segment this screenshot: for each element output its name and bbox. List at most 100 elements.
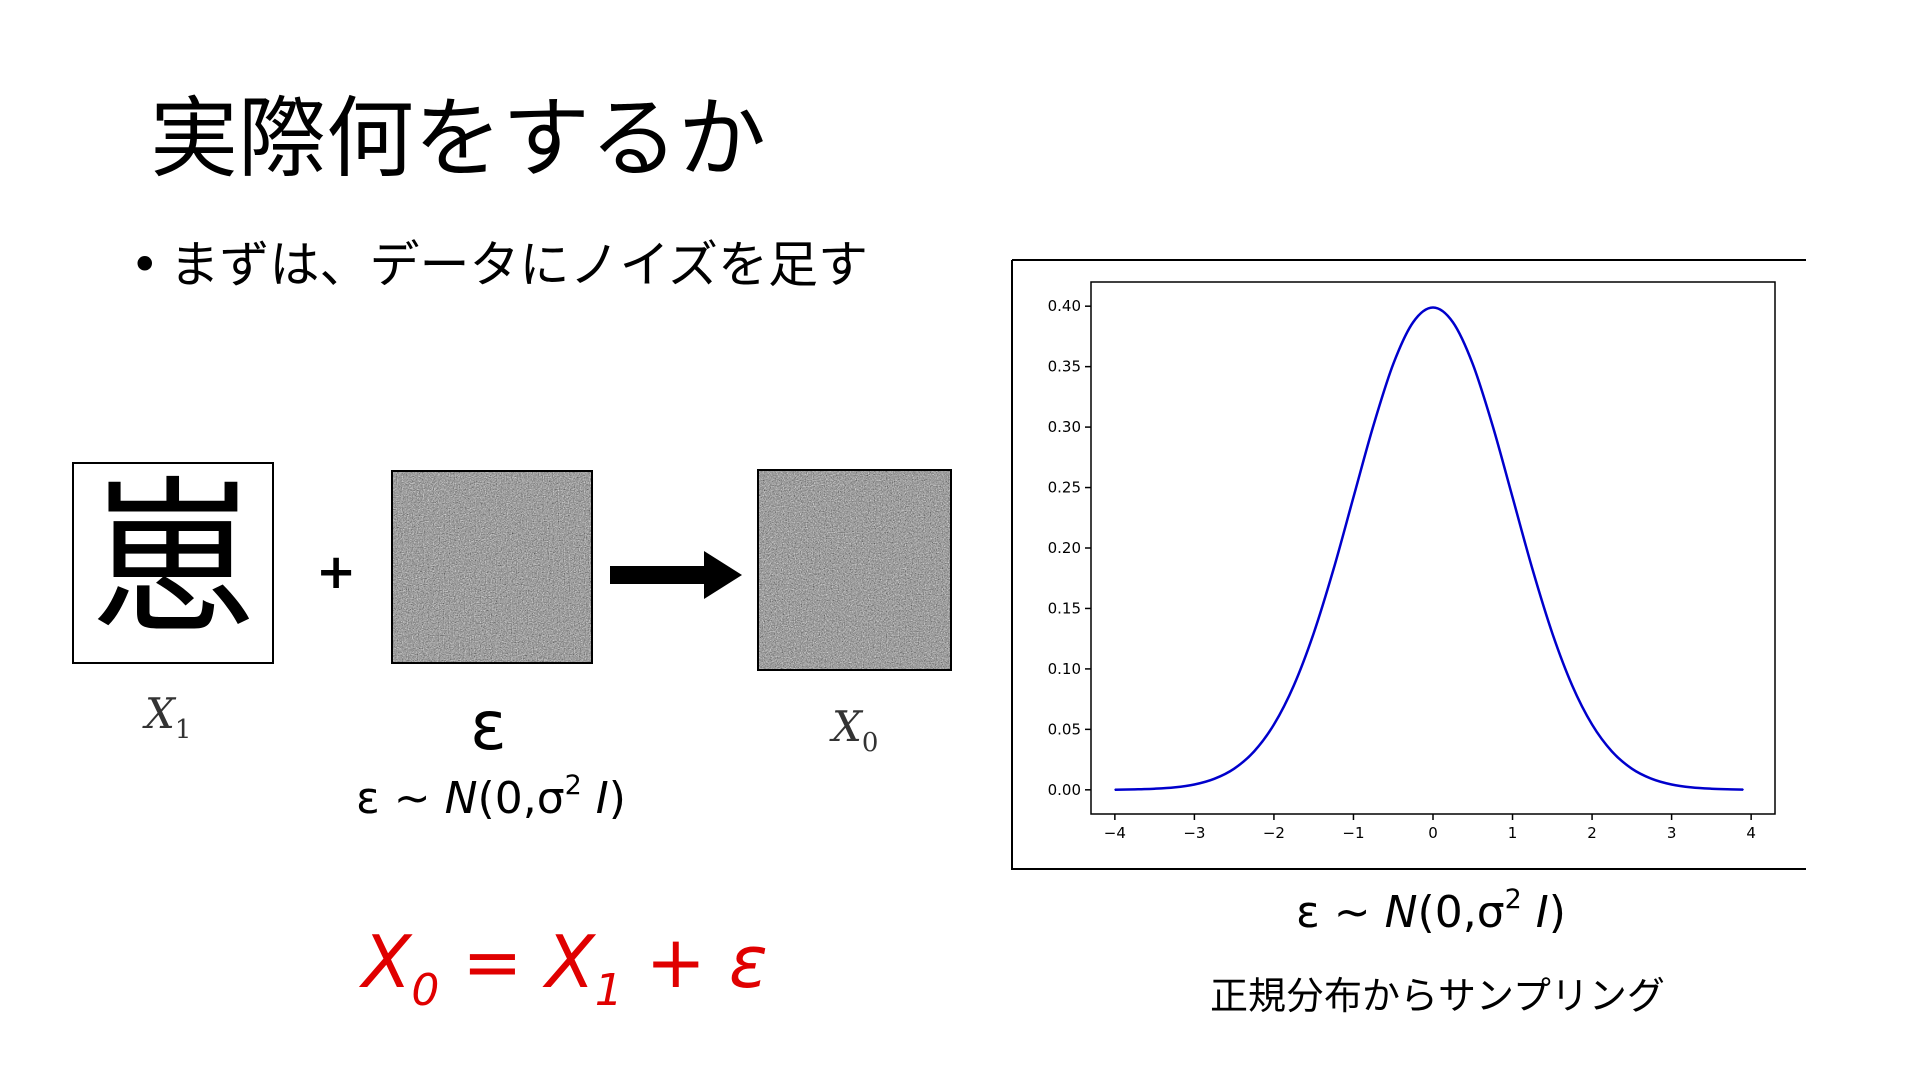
kanji-character: 崽 [89, 461, 257, 657]
chart-caption: 正規分布からサンプリング [1210, 974, 1665, 1018]
noise-distribution-formula: ε ~ N(0,σ2 I) [356, 772, 626, 821]
data-point [1511, 496, 1514, 498]
dist-identity: I [1535, 887, 1549, 938]
y-tick-label: 0.25 [1048, 479, 1081, 497]
data-point [1571, 684, 1573, 687]
noise-texture [759, 471, 950, 669]
x-tick-label: 4 [1746, 824, 1756, 842]
data-point [1293, 684, 1295, 687]
eq-equals: = [439, 920, 546, 1004]
y-tick-label: 0.30 [1048, 418, 1081, 436]
label-x1: X1 [145, 693, 192, 745]
data-point [1134, 788, 1136, 790]
data-point [1412, 321, 1414, 323]
dist-prefix: ε ~ [356, 773, 445, 824]
data-point [1352, 496, 1355, 498]
data-image-x1: 崽 [72, 462, 274, 664]
y-tick-label: 0.35 [1048, 358, 1081, 376]
label-x0: X0 [832, 706, 879, 758]
series-line [1114, 306, 1744, 791]
data-point [1313, 632, 1315, 634]
y-axis-ticks: 0.00 0.05 0.10 0.15 0.20 0.25 0.30 0.35 0.40 [1048, 297, 1091, 799]
data-point [1233, 768, 1235, 770]
x-tick-label: 1 [1508, 824, 1518, 842]
data-point [1531, 568, 1534, 570]
dist-identity: I [595, 773, 609, 824]
series-points [1114, 306, 1744, 791]
data-point [1173, 786, 1176, 789]
data-point [1631, 768, 1633, 770]
data-point [1452, 321, 1454, 323]
x-tick-label: −3 [1183, 824, 1205, 842]
dist-close: ) [1548, 887, 1566, 938]
data-point [1472, 363, 1474, 365]
y-tick-label: 0.15 [1048, 599, 1081, 617]
epsilon-label: ε [470, 687, 507, 766]
eq-lhs-symbol: X [362, 920, 412, 1004]
dist-power: 2 [1504, 884, 1522, 915]
y-tick-label: 0.05 [1048, 720, 1081, 738]
data-point [1432, 306, 1434, 309]
plot-area [1090, 281, 1776, 815]
dist-prefix: ε ~ [1296, 887, 1385, 938]
y-tick-label: 0.20 [1048, 539, 1081, 557]
sampling-distribution-formula: ε ~ N(0,σ2 I) [1296, 886, 1566, 935]
data-point [1213, 778, 1215, 780]
dist-space [582, 773, 596, 824]
data-point [1591, 723, 1593, 726]
plus-operator: + [316, 544, 357, 600]
data-point [1551, 632, 1553, 634]
data-point [1372, 425, 1374, 427]
bullet-marker: • [130, 236, 160, 294]
data-point [1253, 750, 1255, 753]
data-point [1730, 788, 1732, 790]
y-tick-label: 0.00 [1048, 781, 1081, 799]
y-tick-label: 0.10 [1048, 660, 1081, 678]
data-point [1114, 789, 1116, 791]
y-tick-label: 0.40 [1048, 297, 1081, 315]
noisy-image-x0 [757, 469, 952, 671]
dist-name: N [1384, 887, 1418, 938]
x-axis-ticks: −4 −3 −2 −1 0 1 2 3 4 [1104, 814, 1756, 842]
noise-texture [393, 472, 591, 662]
x1-symbol: X [145, 689, 175, 738]
bullet-text: まずは、データにノイズを足す [169, 236, 869, 294]
data-point [1492, 425, 1494, 427]
bullet-item: • まずは、データにノイズを足す [130, 240, 868, 290]
dist-name: N [444, 773, 478, 824]
dist-open: (0,σ [477, 773, 565, 824]
x-tick-label: −2 [1263, 824, 1285, 842]
dist-close: ) [608, 773, 626, 824]
x-tick-label: 2 [1587, 824, 1597, 842]
arrow-right-icon [610, 551, 742, 599]
data-point [1193, 783, 1195, 786]
data-point [1611, 750, 1613, 753]
noise-image-epsilon [391, 470, 593, 664]
data-point [1273, 723, 1275, 726]
x0-symbol: X [832, 702, 862, 751]
data-point [1154, 788, 1156, 790]
eq-rhs-symbol: X [545, 920, 595, 1004]
dist-power: 2 [564, 770, 582, 801]
data-point [1710, 788, 1712, 790]
dist-open: (0,σ [1417, 887, 1505, 938]
data-point [1651, 778, 1653, 780]
data-point [1671, 783, 1673, 786]
data-point [1392, 363, 1394, 365]
x1-subscript: 1 [174, 715, 192, 745]
x-tick-label: −4 [1104, 824, 1126, 842]
eq-rhs-subscript: 1 [594, 965, 623, 1016]
noise-equation: X0 = X1 + ε [362, 926, 768, 1013]
normal-distribution-chart: −4 −3 −2 −1 0 1 2 3 4 0.000.050.100.150.200.250.… [1011, 259, 1806, 870]
x0-subscript: 0 [861, 728, 879, 758]
eq-plus-epsilon: + ε [622, 920, 768, 1004]
eq-lhs-subscript: 0 [411, 965, 440, 1016]
data-point [1690, 786, 1693, 789]
data-point [1742, 788, 1744, 791]
slide-title: 実際何をするか [150, 87, 767, 190]
dist-space [1522, 887, 1536, 938]
x-tick-label: 3 [1667, 824, 1677, 842]
x-tick-label: 0 [1428, 824, 1438, 842]
data-point [1332, 568, 1335, 570]
x-tick-label: −1 [1342, 824, 1364, 842]
